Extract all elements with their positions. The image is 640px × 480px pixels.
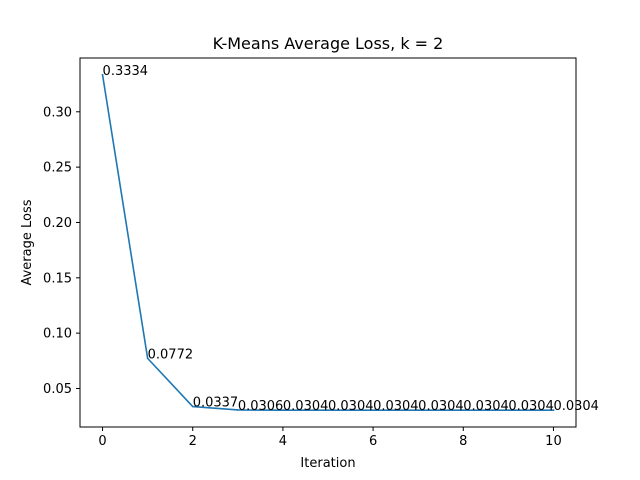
- data-point: [101, 74, 104, 76]
- plot-area: 0 2 4 6 8 10 0.05 0.10 0.15 0.20 0.25 0.30 0.3334 0…: [43, 57, 599, 449]
- y-tick-label: 0.20: [43, 216, 72, 231]
- y-tick-label: 0.30: [43, 105, 72, 120]
- x-tick-label: 6: [369, 434, 377, 449]
- data-label: 0.0304: [328, 399, 374, 414]
- data-label: 0.0337: [193, 396, 239, 411]
- data-label: 0.0304: [463, 399, 509, 414]
- data-point: [372, 409, 374, 411]
- data-label: 0.0304: [418, 399, 464, 414]
- data-point: [237, 409, 239, 411]
- axes-frame: [79, 57, 577, 428]
- x-tick-label: 0: [98, 434, 106, 449]
- data-label: 0.3334: [103, 64, 149, 79]
- y-tick-label: 0.25: [43, 161, 72, 176]
- data-label: 0.0772: [148, 347, 194, 362]
- data-point: [191, 405, 194, 408]
- x-tick-label: 4: [279, 434, 287, 449]
- x-tick-label: 8: [459, 434, 467, 449]
- x-tick-label: 2: [189, 434, 197, 449]
- y-axis-label: Average Loss: [20, 199, 35, 285]
- data-label: 0.0306: [238, 399, 284, 414]
- data-label: 0.0304: [373, 399, 419, 414]
- data-label: 0.0304: [508, 399, 554, 414]
- data-point: [327, 409, 329, 411]
- y-tick-label: 0.10: [43, 327, 72, 342]
- chart-marks: [101, 73, 555, 411]
- data-point: [146, 357, 149, 360]
- y-tick-label: 0.15: [43, 271, 72, 286]
- y-tick-label: 0.05: [43, 382, 72, 397]
- data-label: 0.0304: [283, 399, 329, 414]
- data-point: [552, 409, 555, 411]
- data-point: [417, 409, 419, 411]
- x-axis-label: Iteration: [300, 456, 355, 471]
- data-point: [462, 409, 465, 411]
- chart-title: K-Means Average Loss, k = 2: [213, 34, 444, 53]
- y-axis-ticks: 0.05 0.10 0.15 0.20 0.25 0.30: [43, 105, 80, 397]
- data-point: [282, 409, 284, 411]
- data-point: [507, 409, 510, 411]
- x-axis-ticks: 0 2 4 6 8 10: [98, 427, 562, 449]
- x-tick-label: 10: [545, 434, 562, 449]
